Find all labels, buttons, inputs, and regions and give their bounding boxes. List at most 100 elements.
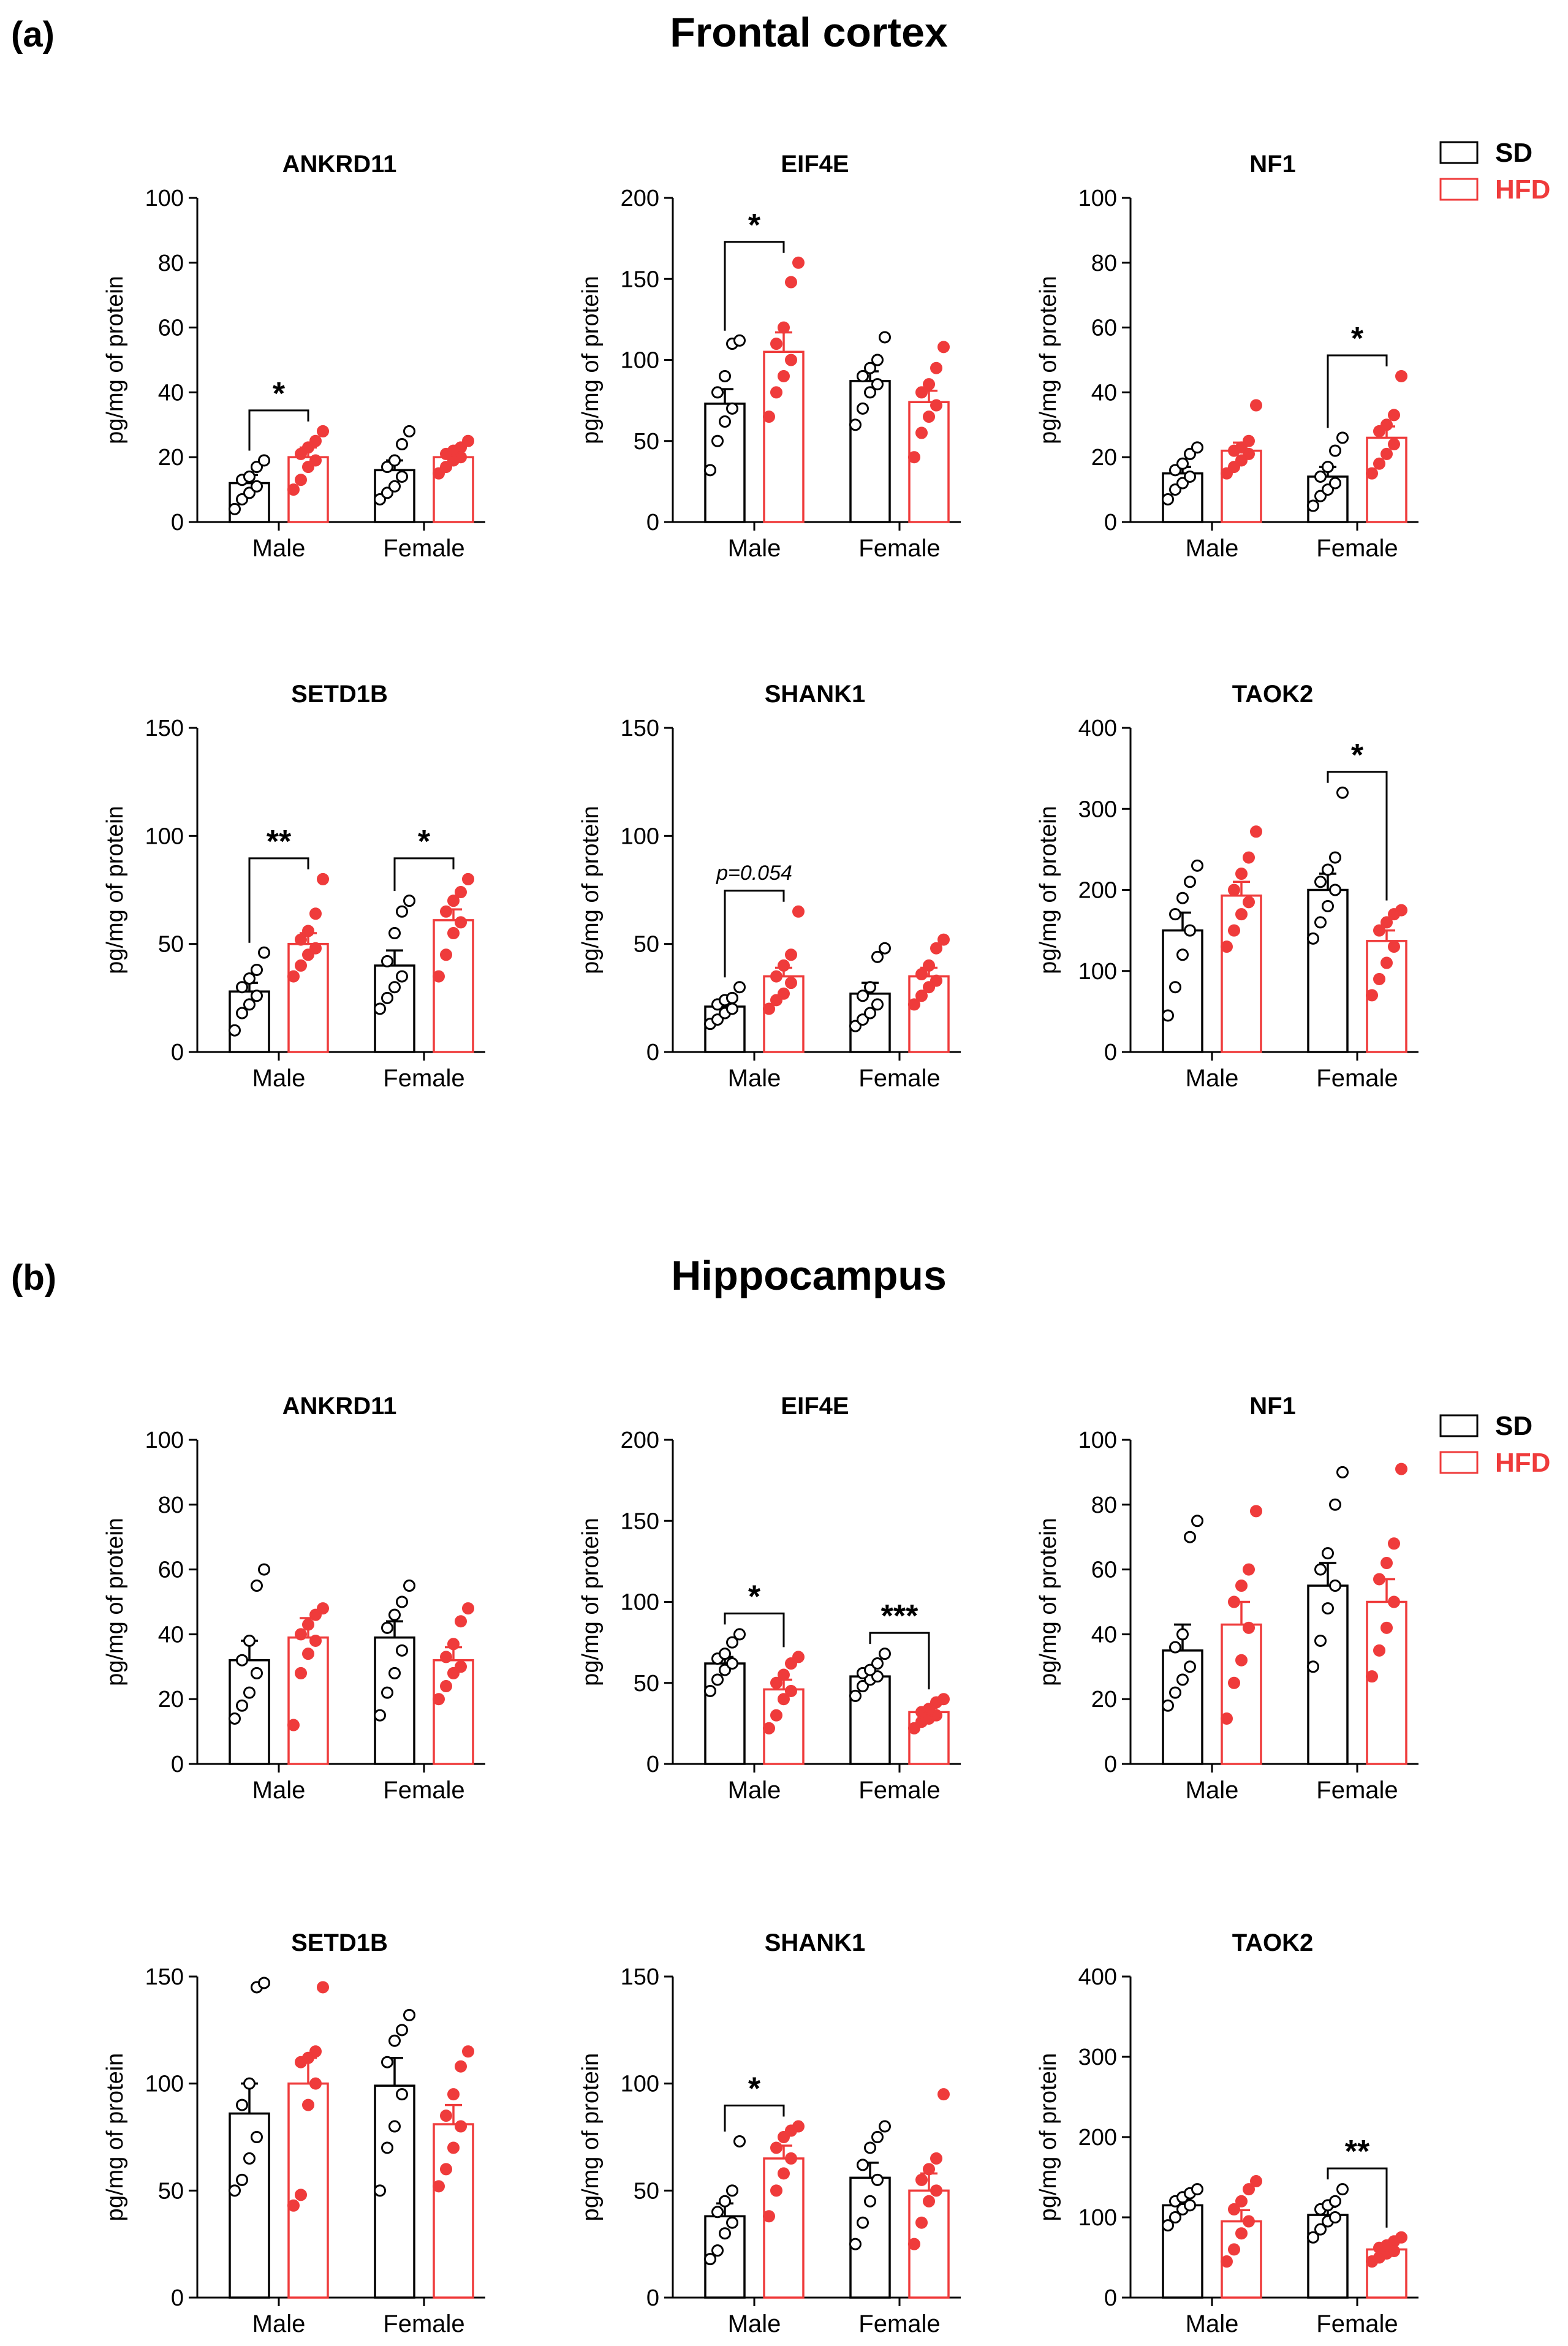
data-point-hfd xyxy=(440,905,452,918)
data-point-sd xyxy=(1314,490,1327,502)
data-point-sd xyxy=(1336,431,1349,444)
bar-sd xyxy=(374,1636,415,1765)
data-point-sd xyxy=(1322,1547,1334,1560)
chart-taok2: TAOK2 0 100 200 300 400 pg/mg of protein Male Fe… xyxy=(1036,681,1418,1092)
data-point-sd xyxy=(1336,1466,1349,1478)
data-point-hfd xyxy=(915,2216,928,2229)
y-axis-label: pg/mg of protein xyxy=(1036,1518,1061,1686)
x-tick-label: Female xyxy=(858,2310,940,2337)
y-tick-label: 0 xyxy=(171,510,184,535)
data-point-sd xyxy=(871,950,884,963)
y-tick-label: 200 xyxy=(1078,2125,1117,2151)
data-point-sd xyxy=(251,480,263,493)
y-tick-label: 100 xyxy=(621,348,659,374)
data-point-sd xyxy=(1322,1602,1334,1615)
y-tick-label: 400 xyxy=(1078,716,1117,741)
y-axis-label: pg/mg of protein xyxy=(578,1518,604,1686)
data-point-sd xyxy=(1184,1531,1196,1543)
chart-ankrd11: ANKRD11 0 20 40 60 80 100 pg/mg of protein Male F… xyxy=(102,1393,485,1804)
legend-swatch-hfd xyxy=(1439,1451,1479,1474)
data-point-sd xyxy=(1191,1515,1203,1527)
legend-label-sd: SD xyxy=(1495,1411,1532,1441)
data-point-hfd xyxy=(923,981,935,994)
data-point-sd xyxy=(733,1628,746,1641)
y-tick-label: 60 xyxy=(158,316,184,341)
x-tick-label: Female xyxy=(383,1065,464,1092)
y-axis-label: pg/mg of protein xyxy=(578,276,604,444)
significance-bracket xyxy=(724,890,785,978)
y-tick-label: 100 xyxy=(1078,1428,1117,1453)
data-point-sd xyxy=(857,2159,869,2171)
bar-sd xyxy=(374,964,415,1053)
data-point-hfd xyxy=(915,968,928,981)
data-point-hfd xyxy=(1235,441,1248,454)
data-point-hfd xyxy=(770,994,782,1007)
data-point-sd xyxy=(1162,2219,1174,2232)
data-point-hfd xyxy=(937,933,950,946)
data-point-hfd xyxy=(433,1693,445,1706)
data-point-sd xyxy=(711,1013,724,1026)
y-tick-label: 200 xyxy=(621,186,659,211)
significance-bracket xyxy=(248,857,309,943)
significance-bracket xyxy=(248,409,309,451)
data-point-hfd xyxy=(433,467,445,480)
data-point-sd xyxy=(733,334,746,347)
data-point-hfd xyxy=(792,1651,805,1663)
data-point-hfd xyxy=(1235,2227,1248,2240)
data-point-sd xyxy=(243,2077,256,2090)
bar-hfd xyxy=(433,1659,474,1765)
x-tick-label: Male xyxy=(728,1065,781,1092)
data-point-sd xyxy=(1162,1009,1174,1022)
data-point-hfd xyxy=(302,2098,314,2111)
bar-sd xyxy=(229,1659,270,1765)
significance-bracket xyxy=(393,857,455,891)
data-point-sd xyxy=(236,981,248,994)
x-tick-label: Female xyxy=(858,535,940,562)
data-point-sd xyxy=(864,386,876,399)
data-point-sd xyxy=(381,2141,393,2154)
data-point-hfd xyxy=(1243,447,1255,460)
x-tick-label: Male xyxy=(1186,1065,1239,1092)
data-point-hfd xyxy=(1221,940,1233,953)
data-point-sd xyxy=(1176,1628,1189,1641)
data-point-sd xyxy=(1184,1660,1196,1673)
x-tick-label: Female xyxy=(1316,1065,1398,1092)
data-point-hfd xyxy=(302,948,314,961)
data-point-hfd xyxy=(1228,884,1240,896)
data-point-sd xyxy=(1162,493,1174,505)
data-point-hfd xyxy=(1395,2231,1407,2244)
data-point-hfd xyxy=(447,1667,460,1679)
data-point-hfd xyxy=(440,948,452,961)
x-tick-label: Male xyxy=(252,535,306,562)
y-tick-label: 0 xyxy=(1104,1040,1117,1065)
data-point-hfd xyxy=(792,2120,805,2133)
x-tick-label: Female xyxy=(1316,2310,1398,2337)
data-point-sd xyxy=(1322,461,1334,474)
y-tick-label: 100 xyxy=(621,1590,659,1616)
data-point-sd xyxy=(1336,786,1349,799)
data-point-hfd xyxy=(1228,1595,1240,1608)
panel-letter-a: (a) xyxy=(11,15,55,55)
y-tick-label: 0 xyxy=(1104,510,1117,535)
data-point-hfd xyxy=(1228,1676,1240,1689)
data-point-sd xyxy=(704,1684,716,1697)
data-point-sd xyxy=(243,470,256,483)
data-point-sd xyxy=(1184,2199,1196,2212)
data-point-sd xyxy=(381,2056,393,2068)
data-point-sd xyxy=(243,486,256,499)
y-tick-label: 100 xyxy=(1078,959,1117,985)
bar-sd xyxy=(1162,1649,1203,1765)
bar-sd xyxy=(229,2112,270,2299)
data-point-hfd xyxy=(785,1657,797,1670)
significance-label: * xyxy=(748,2072,761,2107)
data-point-sd xyxy=(1169,483,1181,496)
data-point-hfd xyxy=(1373,972,1385,985)
data-point-hfd xyxy=(455,2120,467,2133)
data-point-hfd xyxy=(1388,438,1400,451)
data-point-hfd xyxy=(447,895,460,907)
data-point-sd xyxy=(719,2195,731,2208)
data-point-hfd xyxy=(1373,1644,1385,1657)
data-point-hfd xyxy=(923,2163,935,2176)
data-point-sd xyxy=(403,1580,415,1592)
